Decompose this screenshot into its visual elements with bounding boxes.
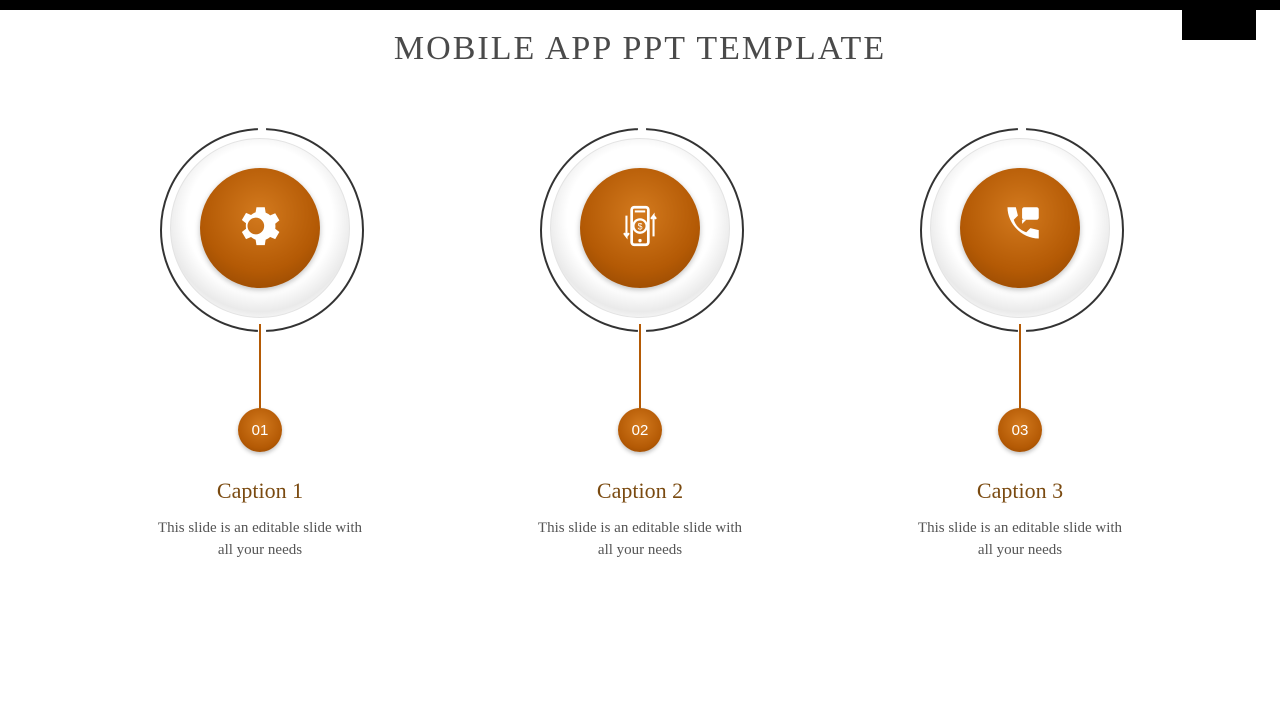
number-text: 01 [252,422,269,439]
ring-wrap [920,128,1120,328]
number-text: 02 [632,422,649,439]
description: This slide is an editable slide with all… [910,518,1130,562]
slide-title: MOBILE APP PPT TEMPLATE [0,30,1280,68]
connector-line [1019,324,1021,410]
ring-wrap [160,128,360,328]
caption: Caption 1 [217,478,303,504]
connector-line [639,324,641,410]
feature-item-3: 03 Caption 3 This slide is an editable s… [890,128,1150,562]
corner-block [1182,10,1256,40]
description: This slide is an editable slide with all… [530,518,750,562]
feature-item-2: $ 02 Caption 2 This slide is an editable… [510,128,770,562]
ring-wrap: $ [540,128,740,328]
number-badge: 01 [238,408,282,452]
mobile-money-icon: $ [615,201,665,256]
icon-disc [200,168,320,288]
items-row: 01 Caption 1 This slide is an editable s… [0,128,1280,562]
icon-disc [960,168,1080,288]
icon-disc: $ [580,168,700,288]
description: This slide is an editable slide with all… [150,518,370,562]
number-badge: 02 [618,408,662,452]
phone-chat-icon [995,201,1045,256]
caption: Caption 2 [597,478,683,504]
connector-line [259,324,261,410]
gear-icon [235,201,285,256]
caption: Caption 3 [977,478,1063,504]
feature-item-1: 01 Caption 1 This slide is an editable s… [130,128,390,562]
number-text: 03 [1012,422,1029,439]
svg-text:$: $ [638,221,643,231]
number-badge: 03 [998,408,1042,452]
top-bar [0,0,1280,10]
